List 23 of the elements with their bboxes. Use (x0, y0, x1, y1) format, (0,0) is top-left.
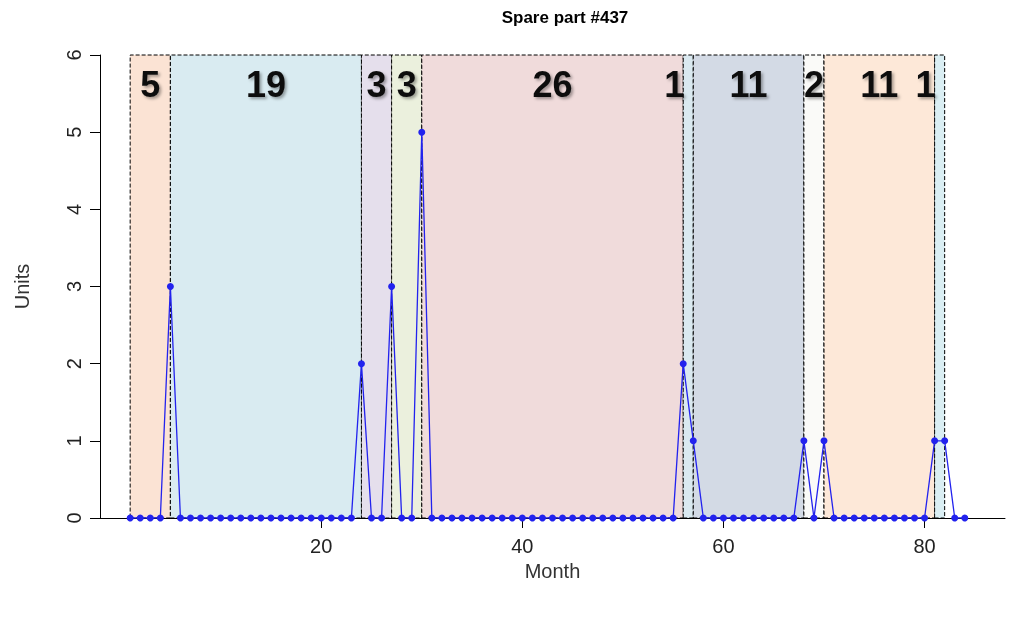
y-tick-label: 3 (63, 280, 85, 293)
x-tick-label: 80 (913, 535, 936, 557)
y-tick-label: 1 (63, 435, 85, 447)
chart-title: Spare part #437 (501, 8, 629, 27)
y-tick-label: 6 (63, 49, 85, 61)
band-label: 2 (803, 64, 824, 105)
band-label: 26 (532, 64, 573, 105)
x-tick-label: 20 (310, 535, 333, 557)
band-label: 5 (140, 64, 161, 105)
band-label: 19 (245, 64, 286, 105)
band-label: 11 (860, 64, 899, 105)
y-tick-label: 2 (63, 358, 85, 370)
band-label: 1 (664, 64, 685, 105)
x-axis-title: Month (524, 559, 581, 582)
x-tick-label: 40 (511, 535, 534, 557)
y-tick-label: 0 (63, 512, 85, 524)
y-axis-title: Units (11, 263, 33, 310)
x-tick-label: 60 (712, 535, 735, 557)
band-label: 3 (396, 64, 417, 105)
band-label: 3 (366, 64, 387, 105)
band-label: 11 (729, 64, 768, 105)
y-tick-label: 4 (63, 203, 85, 215)
y-tick-label: 5 (63, 126, 85, 138)
